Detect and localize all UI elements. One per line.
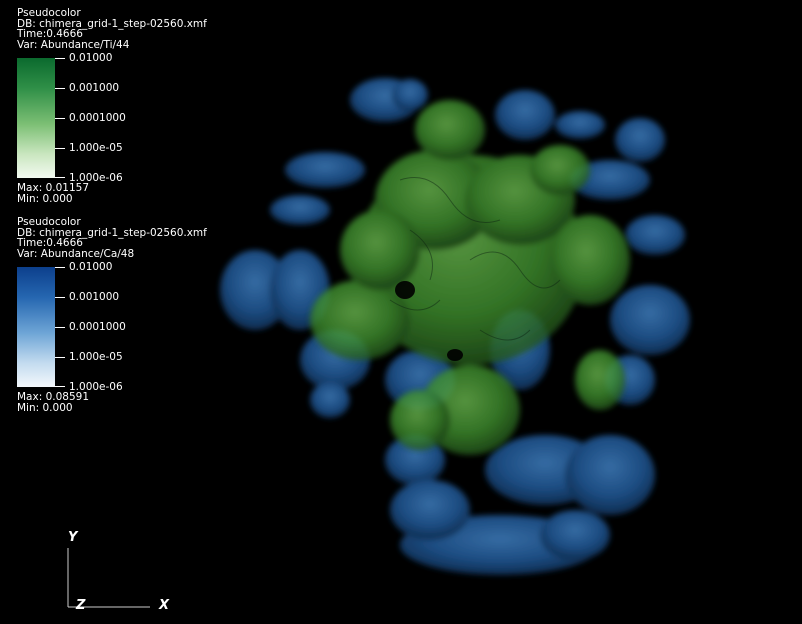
tick-label: 0.01000: [69, 261, 113, 273]
legend-plot-type: Pseudocolor: [17, 216, 81, 228]
legend-min: Min: 0.000: [17, 193, 73, 205]
legend-time: Time:0.4666: [17, 237, 83, 249]
tick-label: 0.0001000: [69, 112, 126, 124]
tick-label: 0.0001000: [69, 321, 126, 333]
tick-label: 1.000e-05: [69, 142, 123, 154]
holes: [395, 281, 463, 361]
x-axis-label: X: [159, 598, 170, 613]
ti44-isosurface: [310, 100, 630, 455]
axis-triad: [67, 548, 150, 608]
tick-label: 0.001000: [69, 82, 120, 94]
surface-shading: [389, 177, 561, 341]
legend-min: Min: 0.000: [17, 402, 73, 414]
legend-max: Max: 0.01157: [17, 182, 90, 194]
legend-db: DB: chimera_grid-1_step-02560.xmf: [17, 226, 207, 239]
legend-db: DB: chimera_grid-1_step-02560.xmf: [17, 17, 207, 30]
tick-label: 0.001000: [69, 291, 120, 303]
legend-ca48: Pseudocolor DB: chimera_grid-1_step-0256…: [17, 217, 217, 417]
tick-label: 0.01000: [69, 52, 113, 64]
colorbar-ti44: [17, 58, 55, 178]
colorbar-ticks: [55, 267, 67, 387]
legend-time: Time:0.4666: [17, 28, 83, 40]
tick-label: 1.000e-05: [69, 351, 123, 363]
legend-plot-type: Pseudocolor: [17, 7, 81, 19]
legend-var: Var: Abundance/Ti/44: [17, 38, 130, 51]
legend-ti44: Pseudocolor DB: chimera_grid-1_step-0256…: [17, 8, 217, 208]
legend-max: Max: 0.08591: [17, 391, 90, 403]
tick-label: 1.000e-06: [69, 172, 123, 184]
colorbar-ticks: [55, 58, 67, 178]
y-axis-label: Y: [68, 530, 78, 545]
colorbar-ca48: [17, 267, 55, 387]
z-axis-label: Z: [76, 598, 86, 613]
tick-label: 1.000e-06: [69, 381, 123, 393]
legend-var: Var: Abundance/Ca/48: [17, 247, 135, 260]
